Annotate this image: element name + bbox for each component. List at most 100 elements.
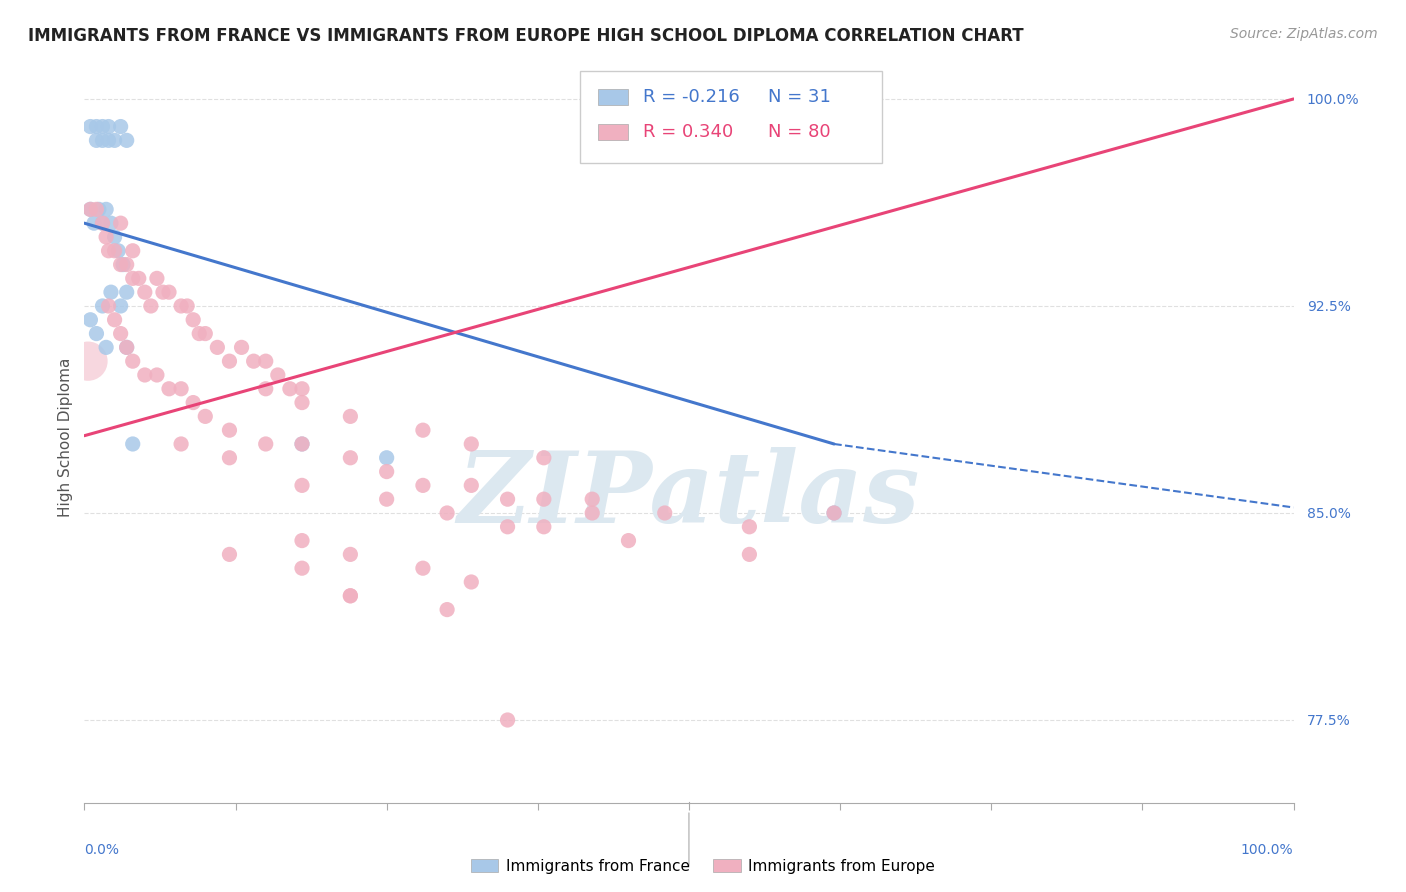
Point <box>146 368 169 382</box>
Text: 100.0%: 100.0% <box>1241 843 1294 857</box>
Text: R = -0.216: R = -0.216 <box>643 88 740 106</box>
Point <box>218 548 240 562</box>
Point <box>617 533 640 548</box>
Point <box>533 450 555 465</box>
Point <box>254 382 277 396</box>
Point <box>460 478 482 492</box>
Text: ZIPatlas: ZIPatlas <box>458 448 920 544</box>
Point <box>412 478 434 492</box>
Point <box>254 437 277 451</box>
Point <box>218 450 240 465</box>
Point <box>654 506 676 520</box>
Point <box>533 520 555 534</box>
Point <box>823 506 845 520</box>
Point <box>339 450 361 465</box>
Text: Source: ZipAtlas.com: Source: ZipAtlas.com <box>1230 27 1378 41</box>
Point <box>823 506 845 520</box>
Point <box>97 133 120 147</box>
Point <box>188 326 211 341</box>
Text: R = 0.340: R = 0.340 <box>643 123 734 141</box>
Point <box>115 258 138 272</box>
Point <box>77 354 100 368</box>
Point <box>339 589 361 603</box>
Point <box>94 340 117 354</box>
Point <box>436 602 458 616</box>
Point <box>738 548 761 562</box>
Point <box>291 561 314 575</box>
Point <box>91 120 114 134</box>
Point <box>87 202 110 217</box>
Point <box>115 340 138 354</box>
Legend: Immigrants from France, Immigrants from Europe: Immigrants from France, Immigrants from … <box>465 853 941 880</box>
Point <box>94 230 117 244</box>
Point <box>291 437 314 451</box>
Point <box>91 216 114 230</box>
Point <box>86 202 108 217</box>
Point <box>170 299 193 313</box>
Point <box>121 354 143 368</box>
Point <box>339 589 361 603</box>
FancyBboxPatch shape <box>599 124 628 140</box>
Point <box>110 120 132 134</box>
Point <box>107 244 129 258</box>
Point <box>375 450 398 465</box>
Point <box>86 326 108 341</box>
Point <box>291 478 314 492</box>
Point <box>152 285 174 300</box>
Point <box>738 520 761 534</box>
Point <box>207 340 229 354</box>
Y-axis label: High School Diploma: High School Diploma <box>58 358 73 516</box>
Point <box>218 423 240 437</box>
Point <box>97 299 120 313</box>
Point <box>231 340 253 354</box>
Point <box>581 506 603 520</box>
Point <box>181 312 204 326</box>
Point <box>291 533 314 548</box>
Point <box>97 244 120 258</box>
Point <box>157 382 180 396</box>
Point <box>176 299 198 313</box>
Point <box>375 492 398 507</box>
Point <box>110 326 132 341</box>
Point <box>436 506 458 520</box>
Point <box>94 202 117 217</box>
Point <box>97 120 120 134</box>
Point <box>79 202 101 217</box>
Point <box>291 395 314 409</box>
Point <box>86 120 108 134</box>
Point <box>83 216 105 230</box>
Point <box>86 133 108 147</box>
Point <box>496 492 519 507</box>
Point <box>412 423 434 437</box>
Point <box>104 244 127 258</box>
Point <box>139 299 162 313</box>
Point <box>91 133 114 147</box>
Point <box>339 409 361 424</box>
Point <box>278 382 301 396</box>
Point <box>267 368 290 382</box>
Point <box>121 271 143 285</box>
Point <box>91 216 114 230</box>
Point <box>339 548 361 562</box>
Point <box>375 465 398 479</box>
Point <box>218 354 240 368</box>
Point <box>112 258 135 272</box>
Point <box>100 216 122 230</box>
Point <box>115 133 138 147</box>
Point <box>460 574 482 589</box>
Point <box>291 382 314 396</box>
Point <box>128 271 150 285</box>
FancyBboxPatch shape <box>581 71 883 163</box>
Point <box>412 561 434 575</box>
Point <box>110 216 132 230</box>
Text: IMMIGRANTS FROM FRANCE VS IMMIGRANTS FROM EUROPE HIGH SCHOOL DIPLOMA CORRELATION: IMMIGRANTS FROM FRANCE VS IMMIGRANTS FRO… <box>28 27 1024 45</box>
Point <box>104 312 127 326</box>
Text: N = 31: N = 31 <box>768 88 831 106</box>
Point <box>170 437 193 451</box>
Point <box>194 326 217 341</box>
Text: N = 80: N = 80 <box>768 123 830 141</box>
Point <box>79 120 101 134</box>
Point <box>496 713 519 727</box>
Point <box>104 230 127 244</box>
Point <box>91 299 114 313</box>
